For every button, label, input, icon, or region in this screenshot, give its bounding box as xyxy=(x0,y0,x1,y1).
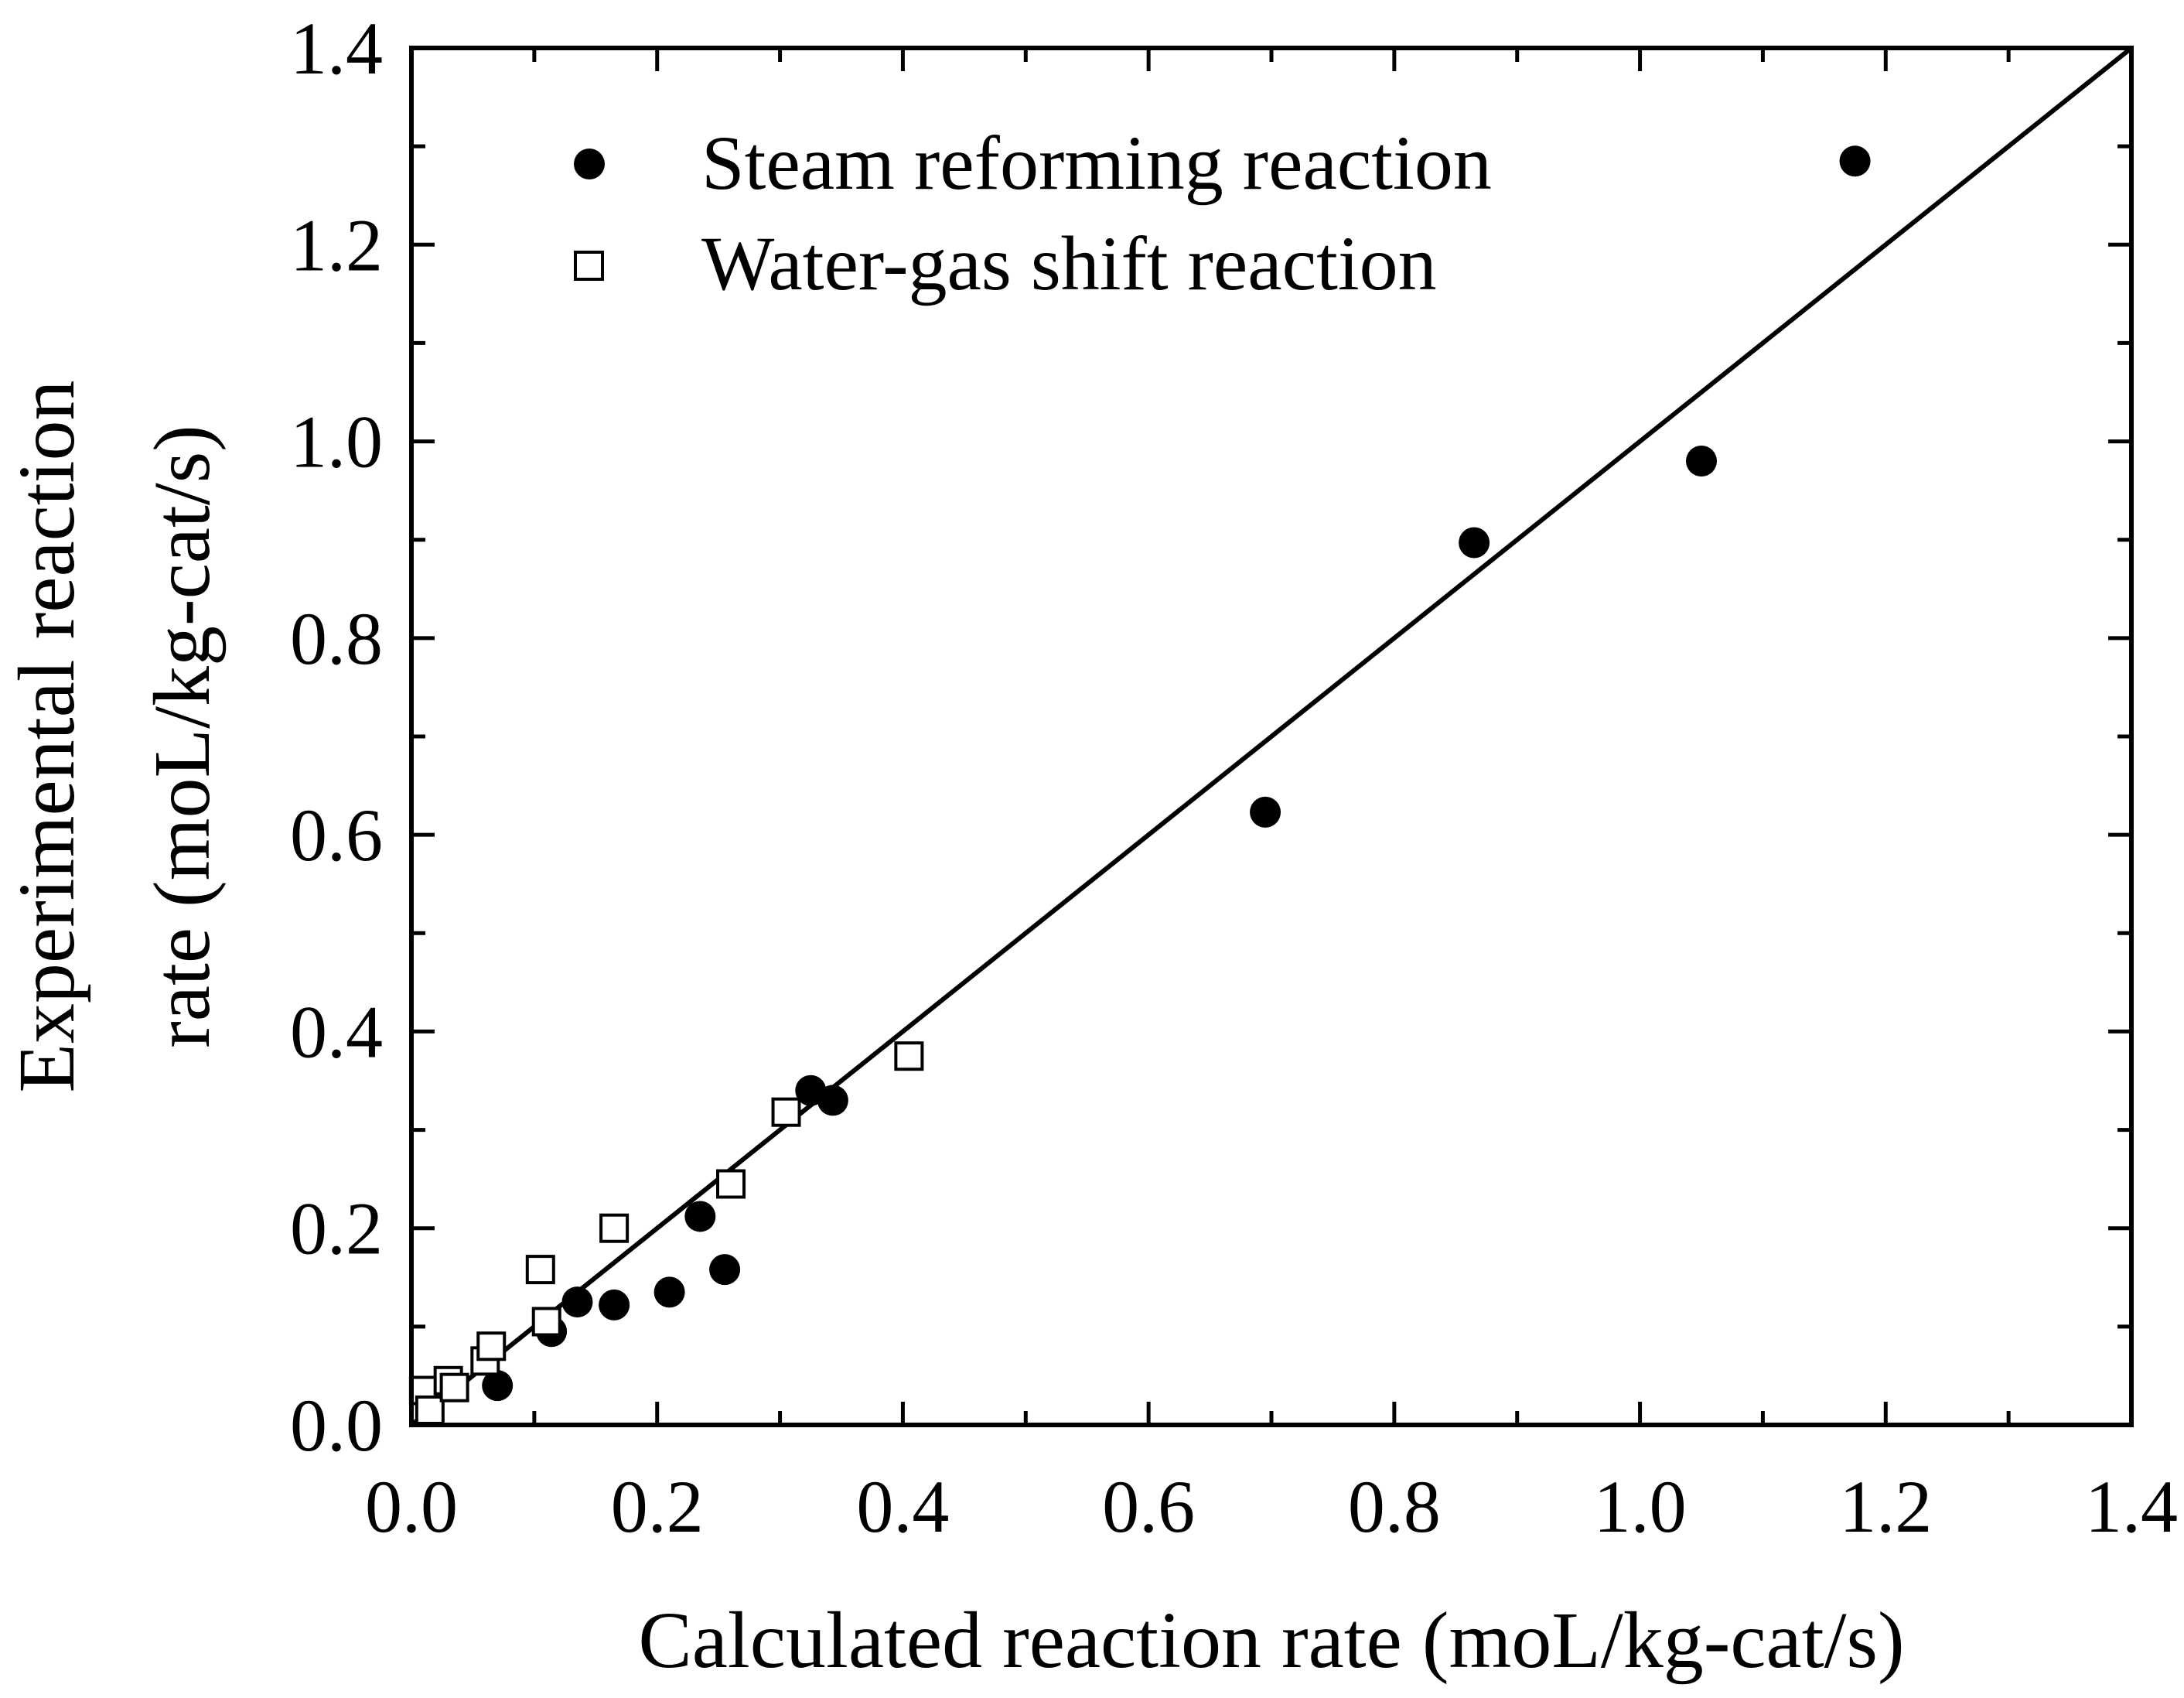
steam-reforming-point-1 xyxy=(482,1370,514,1402)
steam-reforming-point-7 xyxy=(709,1254,741,1286)
y-axis-title-line-2: rate (moL/kg-cat/s) xyxy=(138,425,227,1048)
x-tick-label: 1.0 xyxy=(1594,1465,1687,1548)
water-gas-shift-point-2 xyxy=(415,1395,445,1425)
x-tick-label: 1.2 xyxy=(1839,1465,1932,1548)
water-gas-shift-point-6 xyxy=(476,1331,507,1361)
x-tick-label: 0.2 xyxy=(611,1465,704,1548)
y-tick-label: 0.2 xyxy=(290,1187,383,1270)
steam-reforming-point-3 xyxy=(561,1286,593,1318)
water-gas-shift-point-12 xyxy=(894,1041,924,1071)
legend-label-water-gas-shift: Water-gas shift reaction xyxy=(701,220,1437,306)
water-gas-shift-point-10 xyxy=(716,1169,746,1199)
marks-layer xyxy=(408,46,2133,1427)
steam-reforming-point-6 xyxy=(684,1201,716,1232)
steam-reforming-point-13 xyxy=(1839,145,1871,177)
steam-reforming-point-4 xyxy=(599,1289,630,1320)
y-tick-label: 1.0 xyxy=(290,401,383,483)
y-tick-label: 0.4 xyxy=(290,990,383,1073)
x-axis-title: Calculated reaction rate (moL/kg-cat/s) xyxy=(638,1596,1904,1685)
steam-reforming-point-9 xyxy=(817,1085,848,1116)
y-tick-label: 0.8 xyxy=(290,597,383,680)
steam-reforming-point-5 xyxy=(653,1276,685,1308)
y-tick-label: 0.0 xyxy=(290,1384,383,1467)
x-tick-label: 0.4 xyxy=(856,1465,949,1548)
x-tick-label: 0.0 xyxy=(365,1465,458,1548)
y-tick-label: 0.6 xyxy=(290,794,383,876)
legend: Steam reforming reaction Water-gas shift… xyxy=(574,120,1492,306)
water-gas-shift-point-8 xyxy=(531,1307,561,1337)
y-tick-label: 1.2 xyxy=(290,203,383,286)
y-tick-label: 1.4 xyxy=(290,7,383,90)
x-tick-label: 0.6 xyxy=(1102,1465,1195,1548)
steam-reforming-point-10 xyxy=(1250,796,1281,828)
water-gas-shift-point-4 xyxy=(439,1372,469,1402)
legend-label-steam-reforming: Steam reforming reaction xyxy=(701,120,1492,206)
legend-marker-steam-reforming xyxy=(574,149,605,179)
water-gas-shift-point-11 xyxy=(771,1097,801,1127)
x-tick-label: 0.8 xyxy=(1348,1465,1441,1548)
y-axis-title-line-1: Experimental reaction xyxy=(2,380,91,1092)
water-gas-shift-point-7 xyxy=(525,1255,555,1285)
water-gas-shift-point-9 xyxy=(599,1213,630,1243)
steam-reforming-point-12 xyxy=(1686,446,1717,477)
parity-line xyxy=(410,46,2133,1427)
x-tick-label: 1.4 xyxy=(2085,1465,2178,1548)
steam-reforming-point-11 xyxy=(1459,527,1490,559)
legend-marker-water-gas-shift xyxy=(574,251,604,281)
ticks-layer: 0.0 0.2 0.4 0.6 0.8 1.0 1.2 1.4 0.0 0.2 0.4 0.6 0.8 1… xyxy=(290,7,2178,1548)
